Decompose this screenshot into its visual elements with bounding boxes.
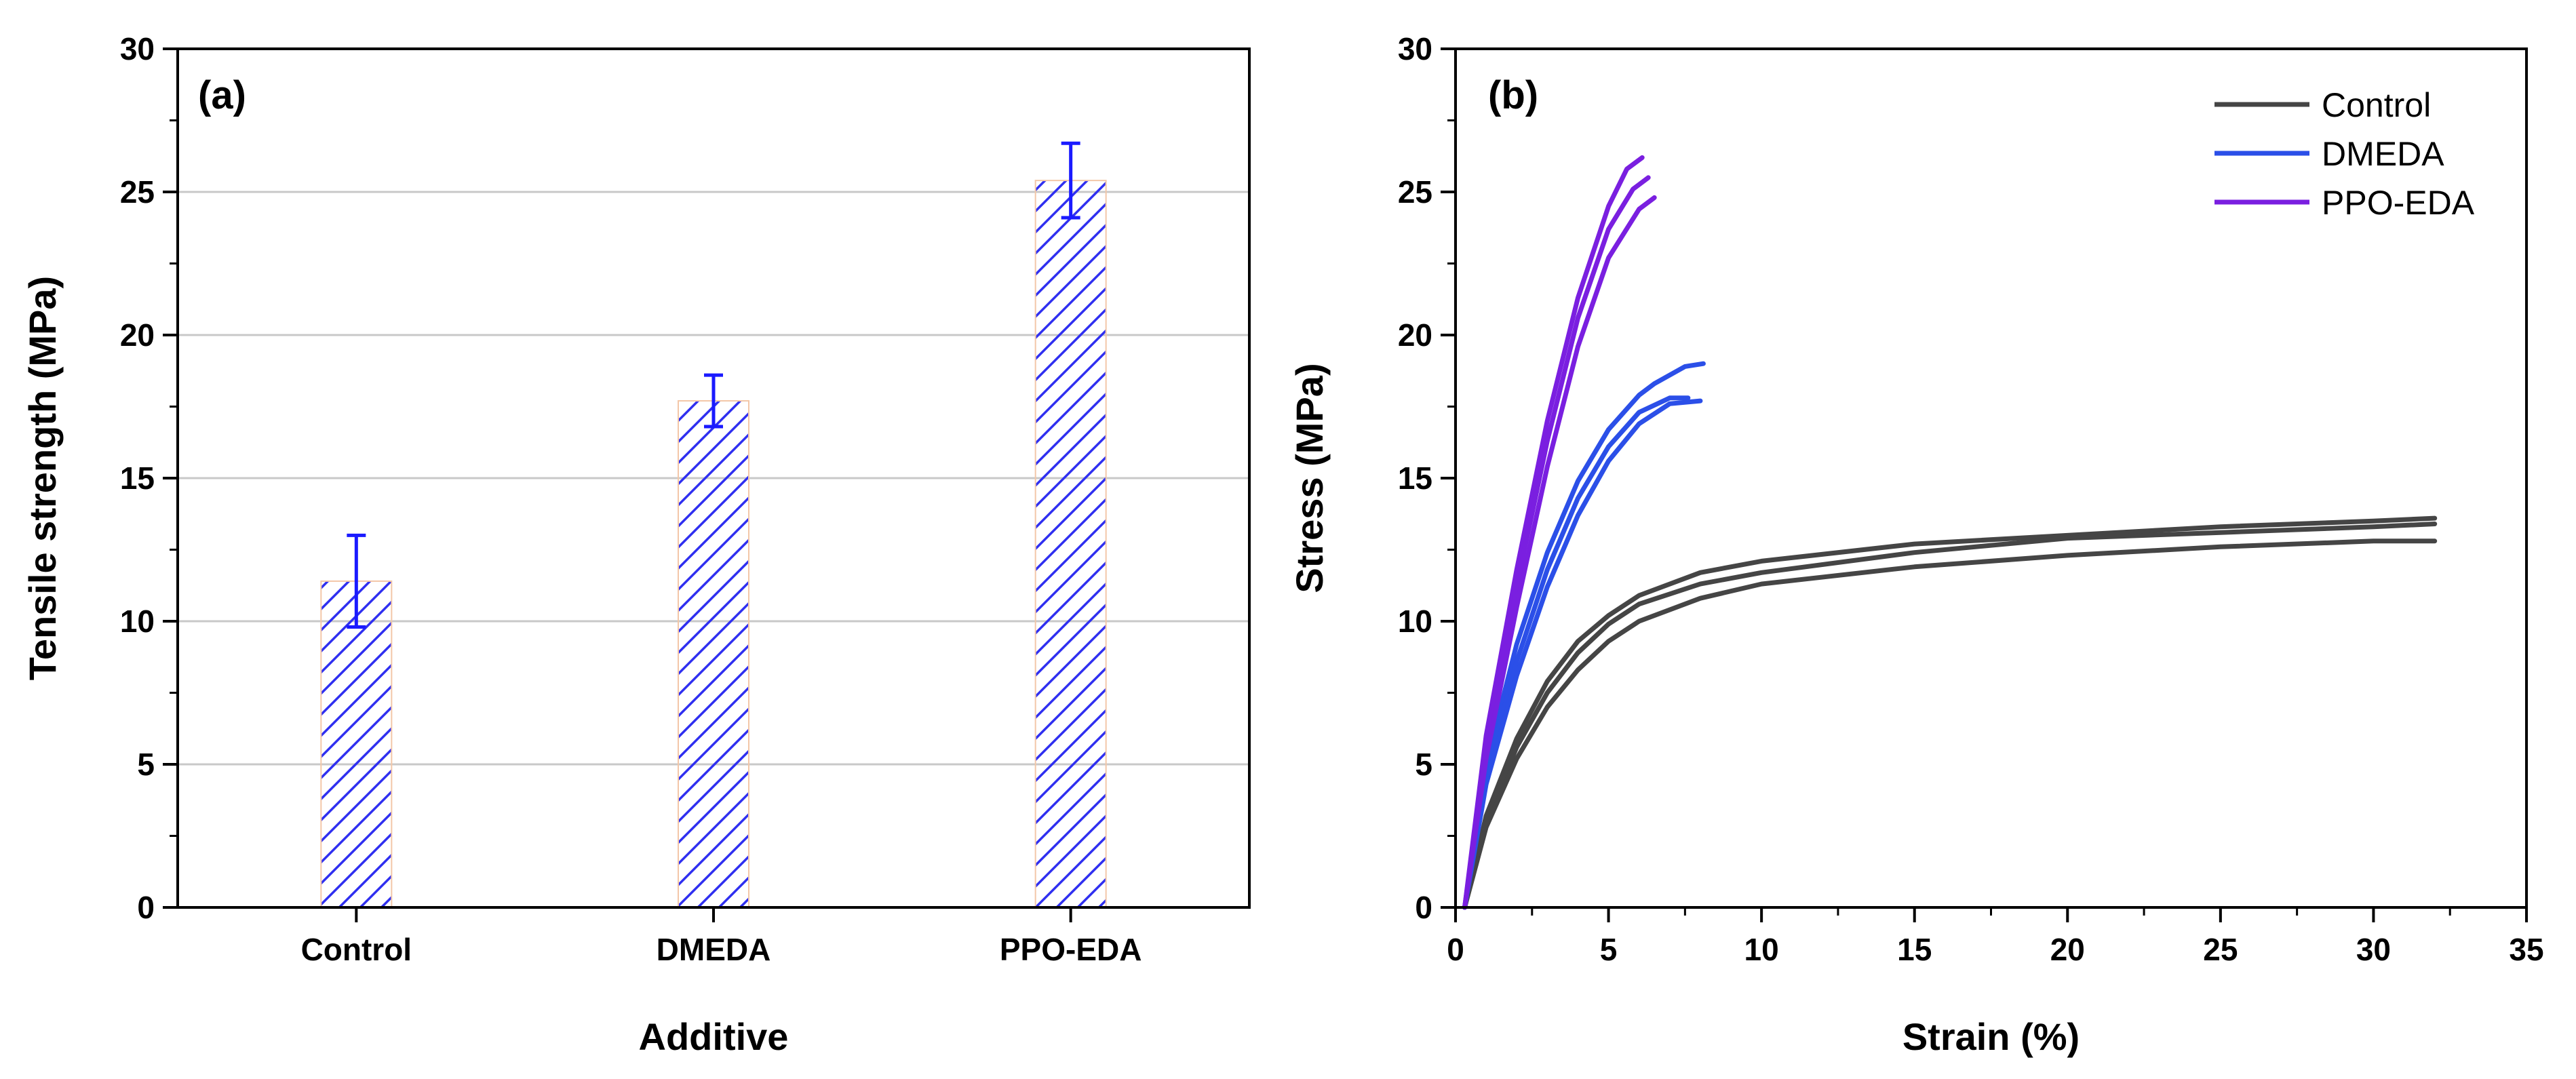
panel-a-y-ticks: 0 5 10 15 20 25 30	[120, 31, 178, 925]
x-tick-label: 10	[1744, 932, 1779, 967]
bar-ppo-eda	[1034, 180, 1107, 908]
panel-a-bars	[320, 180, 1107, 908]
panel-b-frame	[1454, 47, 2528, 909]
panel-b-legend: Control DMEDA PPO-EDA	[2214, 86, 2475, 222]
x-tick-label: 5	[1600, 932, 1618, 967]
panel-b-y-ticks: 0 5 10 15 20 25 30	[1398, 31, 1456, 925]
curve-dmeda-1	[1462, 361, 1706, 910]
legend-label-control: Control	[2322, 86, 2431, 124]
panel-a-label: (a)	[198, 73, 246, 117]
y-tick-label: 5	[137, 747, 155, 782]
x-tick-label: 35	[2509, 932, 2543, 967]
y-tick-label: 25	[1398, 174, 1432, 210]
panel-a-bar-chart: 0 5 10 15 20 25 30 Control DMEDA PPO-EDA (a) Add…	[21, 31, 1251, 1058]
y-tick-label: 15	[120, 460, 155, 496]
y-tick-label: 10	[120, 604, 155, 639]
x-tick-label: 15	[1897, 932, 1932, 967]
y-tick-label: 15	[1398, 460, 1432, 496]
panel-b-curves	[1462, 155, 2438, 910]
error-bar-dmeda	[704, 373, 723, 429]
bar-control	[320, 580, 393, 908]
legend-label-ppo-eda: PPO-EDA	[2322, 184, 2475, 222]
curve-control-2	[1462, 522, 2438, 910]
x-tick-label: DMEDA	[657, 932, 771, 967]
panel-b-x-axis-title: Strain (%)	[1902, 1015, 2080, 1058]
panel-b-line-chart: 0 5 10 15 20 25 30 0 5 10 15 20 25 30 35 (b) Strain (…	[1288, 31, 2544, 1058]
y-tick-label: 30	[1398, 31, 1432, 66]
curve-dmeda-2	[1462, 395, 1691, 910]
y-tick-label: 20	[1398, 317, 1432, 353]
y-tick-label: 0	[1415, 890, 1432, 925]
panel-a-x-axis-title: Additive	[639, 1015, 789, 1058]
y-tick-label: 0	[137, 890, 155, 925]
x-tick-label: 25	[2203, 932, 2238, 967]
panel-a-y-axis-title: Tensile strength (MPa)	[21, 276, 64, 680]
x-tick-label: 0	[1447, 932, 1464, 967]
legend-label-dmeda: DMEDA	[2322, 135, 2444, 173]
x-tick-label: 30	[2356, 932, 2391, 967]
error-bar-ppo-eda	[1061, 141, 1080, 220]
x-tick-label: PPO-EDA	[1000, 932, 1142, 967]
y-tick-label: 20	[120, 317, 155, 353]
panel-a-error-bars	[347, 141, 1080, 629]
panel-b-label: (b)	[1488, 73, 1538, 117]
bar-dmeda	[678, 400, 749, 908]
curve-ppo-eda-3	[1462, 195, 1657, 910]
curve-control-3	[1462, 538, 2438, 910]
curve-control-1	[1462, 515, 2438, 910]
panel-b-y-axis-title: Stress (MPa)	[1288, 363, 1331, 593]
y-tick-label: 30	[120, 31, 155, 66]
curve-ppo-eda-2	[1462, 175, 1651, 910]
error-bar-control	[347, 533, 366, 629]
y-tick-label: 25	[120, 174, 155, 210]
y-tick-label: 5	[1415, 747, 1432, 782]
y-tick-label: 10	[1398, 604, 1432, 639]
panel-b-x-ticks: 0 5 10 15 20 25 30 35	[1447, 907, 2544, 967]
x-tick-label: Control	[301, 932, 412, 967]
panel-a-x-ticks: Control DMEDA PPO-EDA	[301, 907, 1142, 967]
x-tick-label: 20	[2050, 932, 2085, 967]
curve-dmeda-3	[1462, 398, 1703, 910]
